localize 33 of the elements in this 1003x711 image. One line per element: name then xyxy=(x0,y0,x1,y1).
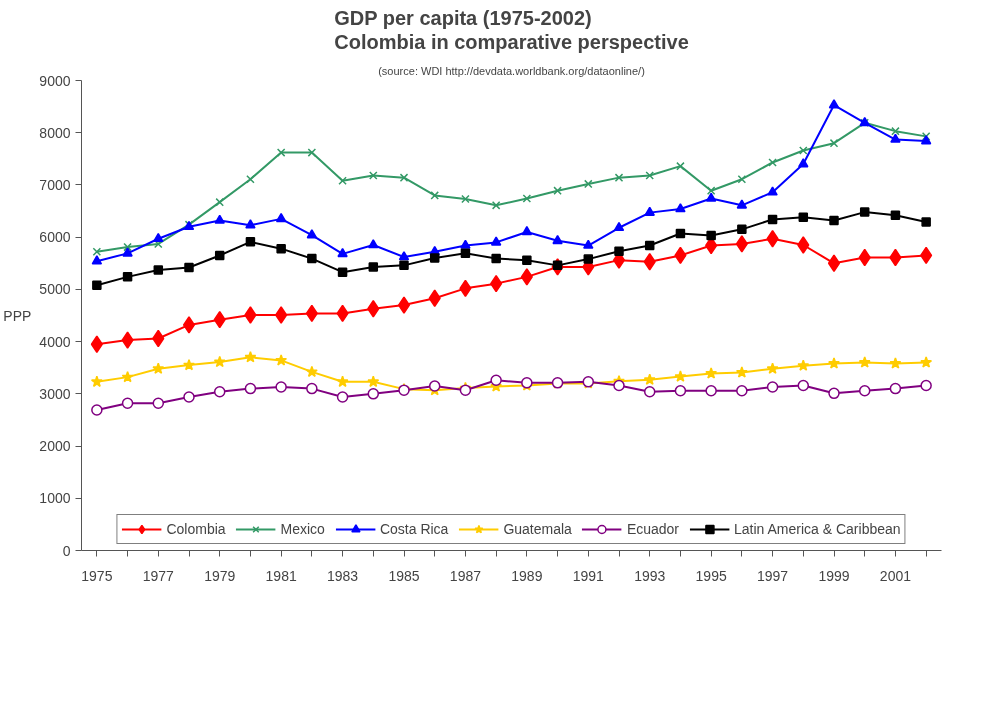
legend-label: Mexico xyxy=(280,521,325,537)
x-tick-label: 1985 xyxy=(388,567,420,584)
x-tick-label: 1975 xyxy=(81,567,113,584)
y-tick-label: 5000 xyxy=(39,281,71,298)
x-tick-label: 1999 xyxy=(818,567,850,584)
x-tick-label: 1983 xyxy=(327,567,359,584)
x-tick-label: 1991 xyxy=(572,567,605,584)
legend-label: Guatemala xyxy=(503,521,572,537)
y-tick-label: 0 xyxy=(62,542,71,559)
y-tick-label: 6000 xyxy=(39,229,71,246)
x-tick-label: 1981 xyxy=(265,567,297,584)
y-tick-label: 9000 xyxy=(39,72,71,89)
x-tick-label: 1987 xyxy=(449,567,482,584)
x-tick-label: 1989 xyxy=(511,567,543,584)
x-tick-label: 2001 xyxy=(879,567,912,584)
x-tick-label: 1997 xyxy=(757,567,789,584)
y-tick-label: 4000 xyxy=(39,333,71,350)
y-tick-label: 2000 xyxy=(39,438,71,455)
y-axis-title: PPP xyxy=(3,307,32,324)
x-tick-label: 1995 xyxy=(695,567,727,584)
text: (source: WDI http://devdata.worldbank.org/dataonline/) xyxy=(378,64,645,77)
y-tick-label: 8000 xyxy=(39,124,71,141)
x-tick-label: 1977 xyxy=(142,567,175,584)
legend-label: Costa Rica xyxy=(379,521,449,537)
y-tick-label: 1000 xyxy=(39,490,71,507)
legend-label: Latin America & Caribbean xyxy=(734,521,901,537)
legend-label: Ecuador xyxy=(626,521,680,537)
y-tick-label: 3000 xyxy=(39,385,71,402)
x-tick-label: 1993 xyxy=(634,567,666,584)
legend-label: Colombia xyxy=(166,521,226,537)
chart-title: GDP per capita (1975-2002) Colombia in comparative perspective xyxy=(334,7,689,54)
x-tick-label: 1979 xyxy=(204,567,236,584)
y-tick-label: 7000 xyxy=(39,176,71,193)
